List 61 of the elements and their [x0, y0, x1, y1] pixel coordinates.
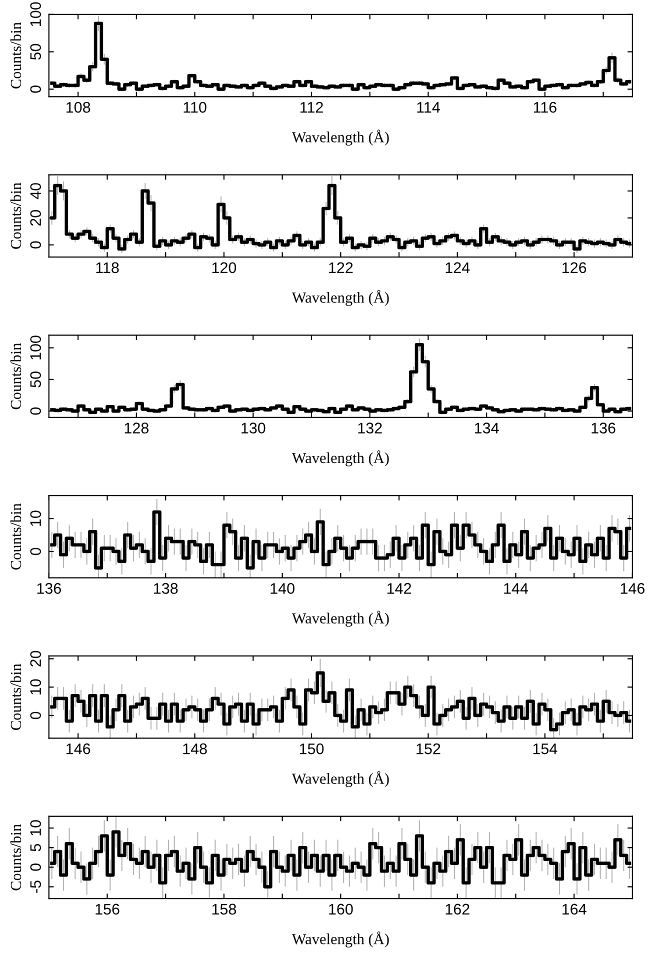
x-tick-label: 130: [242, 422, 266, 434]
x-tick-label: 116: [534, 102, 556, 113]
y-axis-title: Counts/bin: [10, 664, 22, 730]
x-tick-label: 148: [183, 743, 207, 754]
x-tick-label: 144: [504, 583, 528, 594]
x-tick-label: 112: [300, 102, 323, 113]
y-tick-label: 50: [30, 372, 42, 388]
y-axis-title: Counts/bin: [10, 182, 22, 249]
y-tick-label: 0: [30, 86, 42, 93]
x-tick-label: 158: [212, 904, 236, 915]
x-axis-title: Wavelength (Å): [292, 450, 389, 466]
y-tick-label: 0: [30, 241, 42, 249]
y-tick-label: 10: [30, 510, 42, 526]
x-tick-label: 108: [66, 102, 90, 113]
y-axis-title: Counts/bin: [10, 824, 22, 890]
x-tick-label: 138: [154, 583, 178, 594]
y-tick-label: 20: [30, 210, 42, 226]
y-tick-label: 0: [30, 548, 42, 556]
x-tick-label: 136: [37, 583, 61, 594]
x-tick-label: 162: [446, 904, 470, 915]
y-axis-title: Counts/bin: [10, 22, 22, 88]
y-axis-title: Counts/bin: [10, 342, 22, 410]
y-tick-label: 50: [30, 44, 42, 60]
x-tick-label: 128: [124, 422, 149, 434]
y-axis-title: Counts/bin: [10, 503, 22, 570]
x-tick-label: 146: [66, 743, 90, 754]
y-tick-label: 100: [30, 336, 42, 360]
y-tick-label: -5: [30, 880, 42, 893]
y-tick-label: 0: [30, 864, 42, 871]
x-tick-label: 140: [270, 583, 294, 594]
x-tick-label: 134: [474, 422, 499, 434]
x-tick-label: 122: [329, 262, 353, 273]
x-axis-title: Wavelength (Å): [292, 771, 389, 788]
x-tick-label: 132: [358, 422, 382, 434]
x-tick-label: 114: [417, 102, 440, 113]
y-tick-label: 0: [30, 407, 42, 415]
x-tick-label: 124: [446, 262, 470, 273]
x-tick-label: 150: [300, 743, 324, 754]
x-tick-label: 164: [562, 904, 586, 915]
x-axis-title: Wavelength (Å): [292, 610, 389, 627]
y-tick-label: 10: [30, 679, 42, 694]
x-axis-title: Wavelength (Å): [292, 130, 389, 146]
y-tick-label: 40: [30, 183, 42, 200]
x-tick-label: 120: [212, 262, 236, 274]
y-tick-label: 20: [30, 650, 42, 666]
x-axis-title: Wavelength (Å): [292, 932, 389, 948]
x-tick-label: 156: [96, 904, 120, 915]
x-tick-label: 146: [620, 583, 645, 594]
y-tick-label: 100: [30, 2, 42, 26]
x-tick-label: 118: [96, 262, 119, 274]
y-tick-label: 10: [30, 820, 42, 836]
x-tick-label: 152: [416, 743, 440, 754]
x-tick-label: 142: [387, 583, 412, 594]
x-tick-label: 110: [184, 102, 206, 113]
y-tick-label: 0: [30, 712, 42, 720]
x-tick-label: 160: [329, 904, 353, 915]
x-axis-title: Wavelength (Å): [292, 290, 389, 306]
y-tick-label: 5: [30, 844, 42, 852]
x-tick-label: 154: [533, 744, 558, 754]
x-tick-label: 126: [562, 262, 586, 274]
x-tick-label: 136: [592, 422, 616, 434]
